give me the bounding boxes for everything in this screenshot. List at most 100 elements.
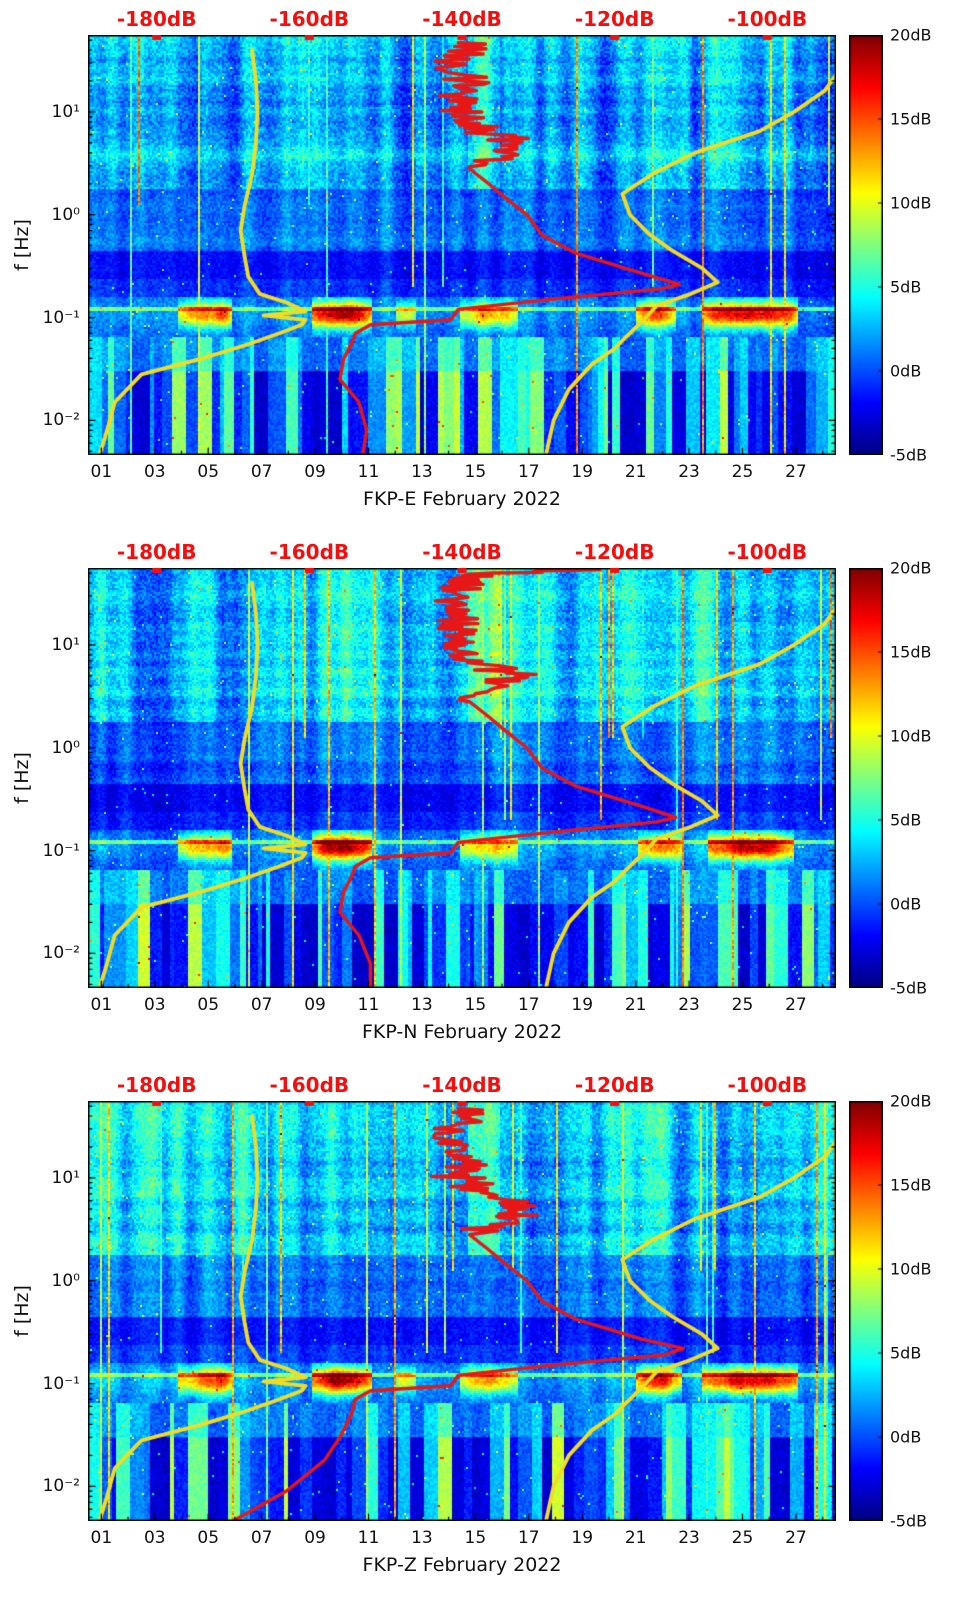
- x-axis-tick-label: 11: [357, 462, 380, 482]
- y-axis-label: f [Hz]: [11, 1285, 33, 1337]
- x-axis-tick-label: 19: [571, 995, 594, 1015]
- x-axis-title: FKP-Z February 2022: [362, 1554, 562, 1576]
- top-axis-tick-label: -160dB: [269, 540, 350, 564]
- colorbar-tick-label: 10dB: [890, 726, 932, 746]
- colorbar-tick-label: -5dB: [890, 445, 928, 465]
- colorbar-tick-label: 5dB: [890, 1343, 922, 1363]
- colorbar-tick-label: 0dB: [890, 1427, 922, 1447]
- x-axis-tick-label: 17: [517, 995, 540, 1015]
- x-axis-tick-label: 17: [517, 462, 540, 482]
- x-axis-title: FKP-N February 2022: [361, 1021, 563, 1043]
- top-axis-tick-label: -100dB: [727, 7, 808, 31]
- x-axis-tick-label: 25: [731, 462, 754, 482]
- top-axis-tick-label: -140dB: [422, 1073, 502, 1097]
- colorbar-tick-label: 0dB: [890, 894, 922, 914]
- spectrogram-image: [88, 1101, 836, 1521]
- spectrogram-panel-fkp-e: f [Hz] FKP-E February 2022 -180dB -160dB -…: [0, 0, 962, 533]
- colorbar-tick-label: 0dB: [890, 361, 922, 381]
- y-axis-tick-label: 10⁰: [51, 204, 80, 225]
- x-axis-tick-label: 09: [304, 995, 326, 1015]
- colorbar-tick-label: 5dB: [890, 810, 922, 830]
- y-axis-tick-label: 10⁻¹: [42, 307, 80, 328]
- y-axis-tick-label: 10⁻²: [42, 1476, 80, 1497]
- y-axis-tick-label: 10¹: [51, 1167, 80, 1188]
- x-axis-tick-label: 25: [731, 995, 754, 1015]
- x-axis-tick-label: 01: [90, 462, 113, 482]
- x-axis-tick-label: 15: [464, 1528, 487, 1548]
- y-axis-tick-label: 10⁰: [51, 737, 80, 758]
- colorbar-tick-label: 10dB: [890, 1259, 932, 1279]
- colorbar-tick-label: 10dB: [890, 193, 932, 213]
- x-axis-tick-label: 23: [678, 995, 700, 1015]
- top-axis-tick-label: -180dB: [116, 7, 197, 31]
- spectrogram-image: [88, 568, 836, 988]
- x-axis-tick-label: 15: [464, 462, 487, 482]
- top-axis-tick-label: -120dB: [574, 7, 655, 31]
- x-axis-tick-label: 21: [624, 462, 647, 482]
- x-axis-tick-label: 03: [143, 462, 166, 482]
- y-axis-tick-label: 10⁻²: [42, 410, 80, 431]
- x-axis-tick-label: 07: [250, 1528, 273, 1548]
- x-axis-tick-label: 19: [571, 1528, 594, 1548]
- colorbar: [849, 568, 883, 988]
- x-axis-tick-label: 05: [197, 462, 220, 482]
- x-axis-tick-label: 19: [571, 462, 594, 482]
- spectrogram-panel-fkp-z: f [Hz] FKP-Z February 2022 -180dB -160dB -…: [0, 1066, 962, 1599]
- x-axis-tick-label: 25: [731, 1528, 754, 1548]
- x-axis-tick-label: 11: [357, 995, 380, 1015]
- colorbar-tick-label: 20dB: [890, 25, 932, 45]
- y-axis-tick-label: 10⁰: [51, 1270, 80, 1291]
- y-axis-label: f [Hz]: [11, 752, 33, 804]
- x-axis-tick-label: 09: [304, 1528, 326, 1548]
- top-axis-tick-label: -100dB: [727, 540, 808, 564]
- x-axis-tick-label: 01: [90, 1528, 113, 1548]
- x-axis-tick-label: 21: [624, 995, 647, 1015]
- x-axis-tick-label: 01: [90, 995, 113, 1015]
- colorbar-tick-label: 5dB: [890, 277, 922, 297]
- x-axis-tick-label: 03: [143, 995, 166, 1015]
- top-axis-tick-label: -120dB: [574, 1073, 655, 1097]
- x-axis-title: FKP-E February 2022: [363, 488, 561, 510]
- x-axis-tick-label: 27: [785, 1528, 807, 1548]
- x-axis-tick-label: 17: [517, 1528, 540, 1548]
- top-axis-tick-label: -180dB: [116, 1073, 197, 1097]
- colorbar-tick-label: 20dB: [890, 1091, 932, 1111]
- y-axis-label: f [Hz]: [11, 219, 33, 271]
- x-axis-tick-label: 23: [678, 462, 700, 482]
- colorbar-tick-label: 15dB: [890, 109, 932, 129]
- x-axis-tick-label: 21: [624, 1528, 647, 1548]
- colorbar-tick-label: 20dB: [890, 558, 932, 578]
- x-axis-tick-label: 05: [197, 995, 220, 1015]
- x-axis-tick-label: 13: [411, 1528, 433, 1548]
- y-axis-tick-label: 10⁻²: [42, 943, 80, 964]
- x-axis-tick-label: 27: [785, 462, 807, 482]
- top-axis-tick-label: -140dB: [422, 540, 502, 564]
- x-axis-tick-label: 23: [678, 1528, 700, 1548]
- colorbar-tick-label: -5dB: [890, 978, 928, 998]
- x-axis-tick-label: 15: [464, 995, 487, 1015]
- colorbar-tick-label: -5dB: [890, 1511, 928, 1531]
- x-axis-tick-label: 09: [304, 462, 326, 482]
- top-axis-tick-label: -140dB: [422, 7, 502, 31]
- x-axis-tick-label: 07: [250, 995, 273, 1015]
- x-axis-tick-label: 13: [411, 995, 433, 1015]
- colorbar-tick-label: 15dB: [890, 642, 932, 662]
- x-axis-tick-label: 27: [785, 995, 807, 1015]
- top-axis-tick-label: -160dB: [269, 1073, 350, 1097]
- x-axis-tick-label: 11: [357, 1528, 380, 1548]
- y-axis-tick-label: 10¹: [51, 101, 80, 122]
- y-axis-tick-label: 10⁻¹: [42, 1373, 80, 1394]
- x-axis-tick-label: 13: [411, 462, 433, 482]
- colorbar-tick-label: 15dB: [890, 1175, 932, 1195]
- top-axis-tick-label: -100dB: [727, 1073, 808, 1097]
- y-axis-tick-label: 10¹: [51, 634, 80, 655]
- spectrogram-image: [88, 35, 836, 455]
- x-axis-tick-label: 03: [143, 1528, 166, 1548]
- colorbar: [849, 1101, 883, 1521]
- top-axis-tick-label: -180dB: [116, 540, 197, 564]
- spectrogram-panel-fkp-n: f [Hz] FKP-N February 2022 -180dB -160dB -…: [0, 533, 962, 1066]
- colorbar: [849, 35, 883, 455]
- top-axis-tick-label: -160dB: [269, 7, 350, 31]
- x-axis-tick-label: 07: [250, 462, 273, 482]
- y-axis-tick-label: 10⁻¹: [42, 840, 80, 861]
